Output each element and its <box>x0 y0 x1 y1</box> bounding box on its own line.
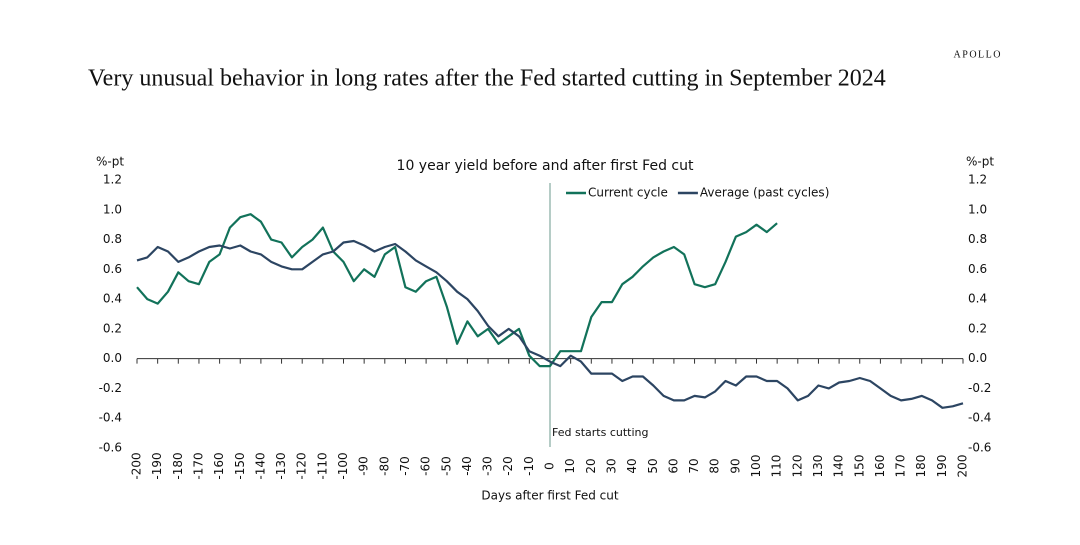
x-tick-label: 120 <box>790 455 804 478</box>
y-tick-label: -0.4 <box>99 411 122 425</box>
x-tick-label: -180 <box>171 452 185 479</box>
y2-tick-label: 0.6 <box>968 262 987 276</box>
x-tick-label: -130 <box>274 452 288 479</box>
x-tick-label: 180 <box>914 455 928 478</box>
series-line <box>136 213 778 368</box>
x-tick-label: -10 <box>522 456 536 476</box>
annotation: Fed starts cutting <box>552 426 648 439</box>
x-tick-label: 130 <box>811 455 825 478</box>
x-tick-label: 190 <box>935 455 949 478</box>
x-tick-label: -170 <box>191 452 205 479</box>
legend-label: Average (past cycles) <box>700 186 829 200</box>
x-axis-label: Days after first Fed cut <box>481 489 618 503</box>
x-tick-label: 140 <box>832 455 846 478</box>
y-tick-label: 0.2 <box>103 321 122 335</box>
x-tick-label: 200 <box>956 455 970 478</box>
x-tick-label: -100 <box>336 452 350 479</box>
x-tick-label: 90 <box>728 458 742 473</box>
x-tick-label: 20 <box>584 458 598 473</box>
y2-tick-label: -0.4 <box>968 411 991 425</box>
x-tick-label: 160 <box>873 455 887 478</box>
x-tick-label: -60 <box>419 456 433 476</box>
x-tick-label: 60 <box>666 458 680 473</box>
y2-tick-label: -0.6 <box>968 441 991 455</box>
x-tick-label: -150 <box>233 452 247 479</box>
chart-title: Very unusual behavior in long rates afte… <box>88 66 886 92</box>
x-tick-label: 150 <box>852 455 866 478</box>
y2-tick-label: 0.0 <box>968 351 987 365</box>
y2-tick-label: 1.2 <box>968 173 987 187</box>
x-tick-label: -70 <box>398 456 412 476</box>
x-tick-label: 50 <box>646 458 660 473</box>
x-tick-label: -40 <box>460 456 474 476</box>
legend-label: Current cycle <box>588 186 668 200</box>
x-tick-label: 100 <box>749 455 763 478</box>
y-tick-label: 0.6 <box>103 262 122 276</box>
y2-tick-label: 0.2 <box>968 321 987 335</box>
x-tick-label: -140 <box>253 452 267 479</box>
x-tick-label: -200 <box>130 452 144 479</box>
x-tick-label: -110 <box>315 452 329 479</box>
x-tick-label: 30 <box>604 458 618 473</box>
y-tick-label: -0.6 <box>99 441 122 455</box>
y-tick-label: 0.8 <box>103 232 122 246</box>
brand: APOLLO <box>954 49 1002 60</box>
y2-tick-label: 1.0 <box>968 202 987 216</box>
x-tick-label: -90 <box>357 456 371 476</box>
y2-tick-label: -0.2 <box>968 381 991 395</box>
x-tick-label: 40 <box>625 458 639 473</box>
y-tick-label: -0.2 <box>99 381 122 395</box>
series-line <box>136 239 964 409</box>
x-tick-label: 70 <box>687 458 701 473</box>
y-tick-label: 1.2 <box>103 173 122 187</box>
y-tick-label: 1.0 <box>103 202 122 216</box>
x-tick-label: 80 <box>708 458 722 473</box>
x-tick-label: 10 <box>563 458 577 473</box>
y2-tick-label: 0.8 <box>968 232 987 246</box>
chart-subtitle: 10 year yield before and after first Fed… <box>397 158 694 174</box>
x-tick-label: 170 <box>894 455 908 478</box>
y-axis-label: %-pt <box>96 155 124 169</box>
x-tick-label: -190 <box>150 452 164 479</box>
y2-axis-label: %-pt <box>966 155 994 169</box>
y-tick-label: 0.0 <box>103 351 122 365</box>
x-tick-label: -50 <box>439 456 453 476</box>
x-tick-label: 110 <box>770 455 784 478</box>
x-tick-label: -80 <box>377 456 391 476</box>
x-tick-label: -160 <box>212 452 226 479</box>
y2-tick-label: 0.4 <box>968 292 987 306</box>
x-tick-label: -30 <box>481 456 495 476</box>
x-tick-label: -20 <box>501 456 515 476</box>
x-tick-label: 0 <box>543 462 557 470</box>
y-tick-label: 0.4 <box>103 292 122 306</box>
x-tick-label: -120 <box>295 452 309 479</box>
